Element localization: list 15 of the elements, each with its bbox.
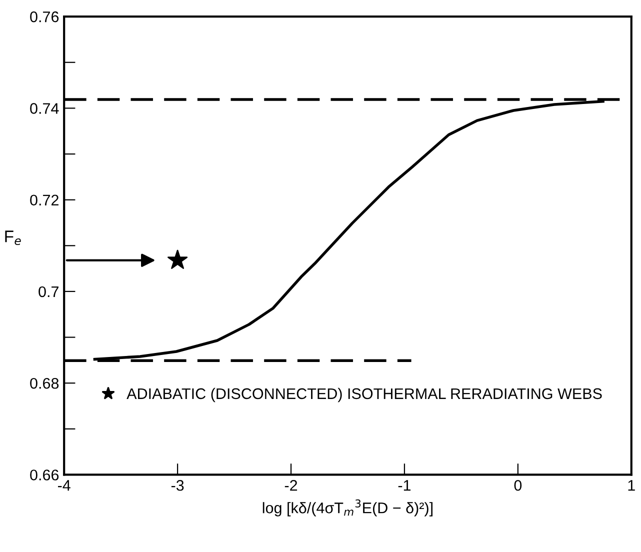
legend-label: ADIABATIC (DISCONNECTED) ISOTHERMAL RERADIATING WEBS (126, 388, 602, 402)
x-tick-label: -3 (171, 480, 184, 491)
y-tick-label: 0.76 (30, 11, 59, 22)
x-tick-label: -4 (58, 480, 70, 491)
y-axis-title: F$_{e}$ (5, 230, 21, 246)
x-tick-label: -1 (398, 480, 411, 491)
y-tick-label: 0.74 (30, 103, 59, 114)
x-tick-label: 1 (628, 480, 635, 491)
x-axis-title: log [kδ/(4σT$_{m}$$^{3}$E(D − δ)²)] (262, 499, 432, 516)
y-tick-label: 0.7 (38, 286, 58, 298)
y-tick-label: 0.72 (30, 194, 58, 206)
y-tick-label: 0.66 (30, 470, 59, 480)
x-tick-label: -2 (284, 480, 298, 491)
x-tick-label: 0 (514, 480, 522, 491)
y-tick-label: 0.68 (30, 378, 59, 389)
